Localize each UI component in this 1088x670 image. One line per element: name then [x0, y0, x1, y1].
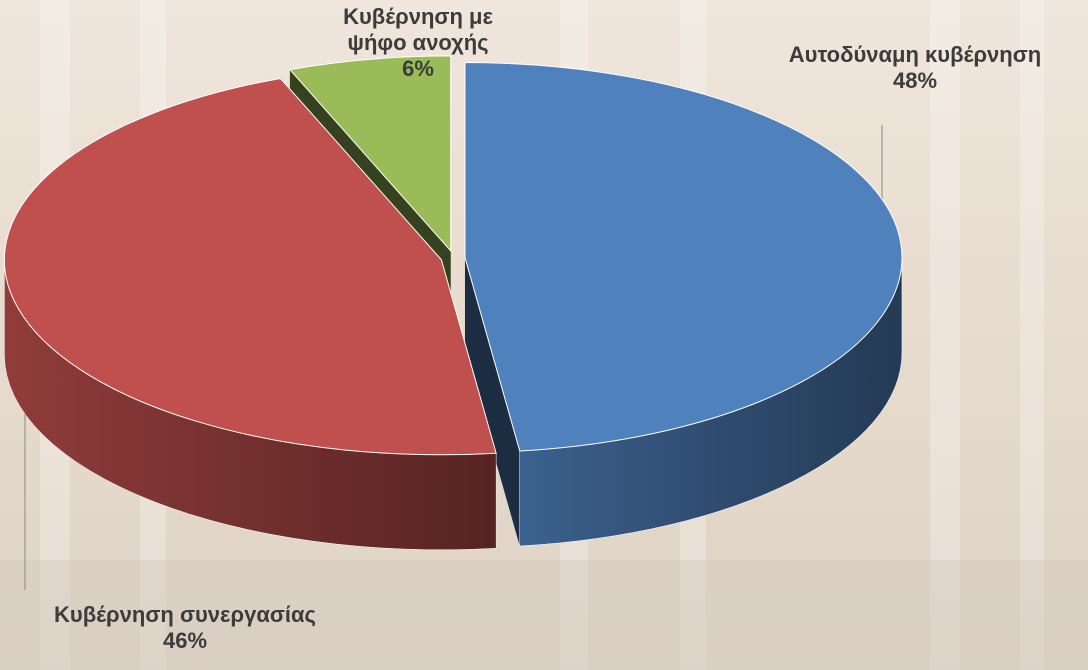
value-label: 48% [735, 68, 1088, 94]
category-label: Κυβέρνηση συνεργασίας [0, 602, 385, 628]
category-label: Αυτοδύναμη κυβέρνηση [735, 42, 1088, 68]
category-label: Κυβέρνηση με ψήφο ανοχής [318, 4, 518, 56]
pie-plot [0, 0, 1088, 670]
value-label: 6% [318, 56, 518, 82]
value-label: 46% [0, 628, 385, 654]
chart: Αυτοδύναμη κυβέρνηση48% Κυβέρνηση συνεργα… [0, 0, 1088, 670]
